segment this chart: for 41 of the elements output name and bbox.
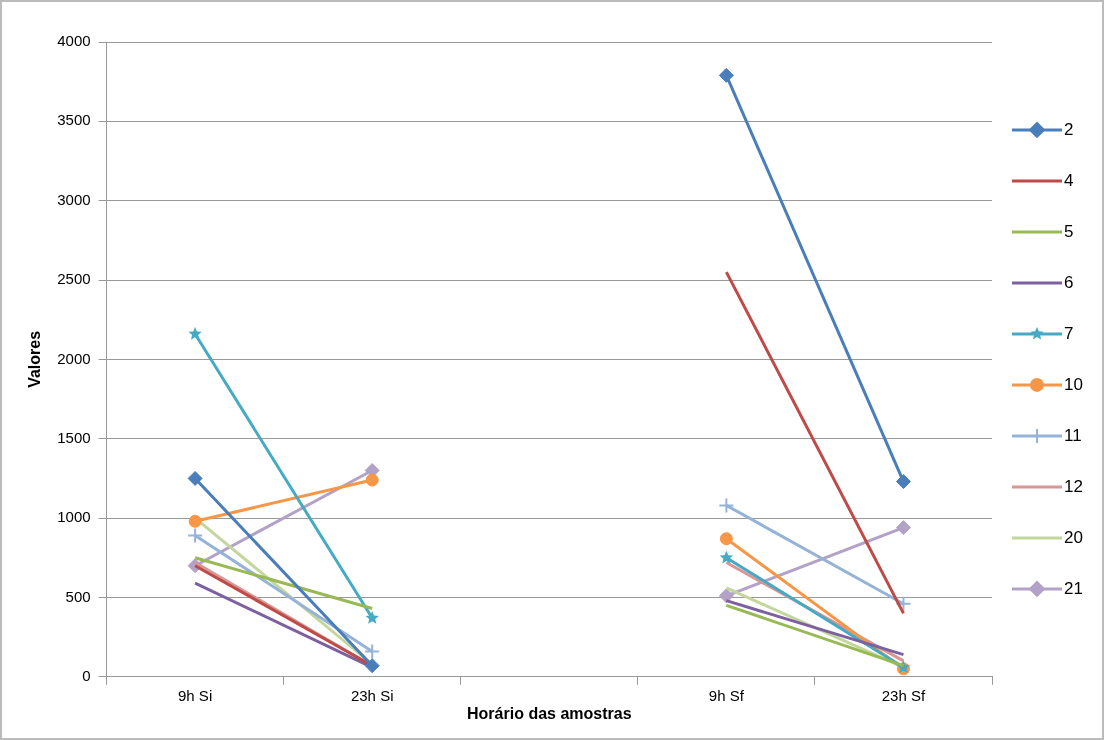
legend-label: 11 xyxy=(1064,425,1082,445)
x-tick-label: 23h Si xyxy=(350,686,394,704)
legend-label: 6 xyxy=(1064,272,1074,292)
point xyxy=(187,527,204,544)
legend-label: 5 xyxy=(1064,221,1074,241)
x-tick-label: 9h Sf xyxy=(708,686,745,704)
legend-label: 12 xyxy=(1064,476,1083,496)
legend-label: 4 xyxy=(1064,170,1074,190)
y-tick-label: 4000 xyxy=(57,32,91,50)
point xyxy=(718,588,734,604)
legend-label: 7 xyxy=(1064,323,1074,343)
y-tick-label: 2000 xyxy=(57,349,91,367)
y-tick-label: 2500 xyxy=(57,270,91,288)
x-tick-label: 23h Sf xyxy=(881,686,926,704)
point xyxy=(187,470,203,486)
point xyxy=(718,497,735,514)
point xyxy=(718,67,734,83)
point xyxy=(895,474,911,490)
legend-label: 21 xyxy=(1064,578,1083,598)
y-tick-label: 3500 xyxy=(57,111,91,129)
legend-label: 20 xyxy=(1064,527,1083,547)
point xyxy=(188,327,202,340)
point xyxy=(719,532,733,546)
point xyxy=(365,611,379,624)
legend-label: 2 xyxy=(1064,119,1074,139)
y-axis-title: Valores xyxy=(26,330,44,388)
y-tick-label: 1500 xyxy=(57,428,91,446)
y-tick-label: 500 xyxy=(65,587,91,605)
point xyxy=(719,550,734,564)
y-tick-label: 0 xyxy=(82,666,91,684)
x-axis-title: Horário das amostras xyxy=(467,704,632,722)
point xyxy=(895,595,912,612)
point xyxy=(365,473,379,487)
x-tick-label: 9h Si xyxy=(178,686,213,704)
legend-label: 10 xyxy=(1064,374,1083,394)
y-tick-label: 3000 xyxy=(57,190,91,208)
point xyxy=(188,514,202,528)
point xyxy=(895,520,911,536)
point xyxy=(364,643,381,660)
y-tick-label: 1000 xyxy=(57,508,91,526)
point xyxy=(364,658,380,674)
